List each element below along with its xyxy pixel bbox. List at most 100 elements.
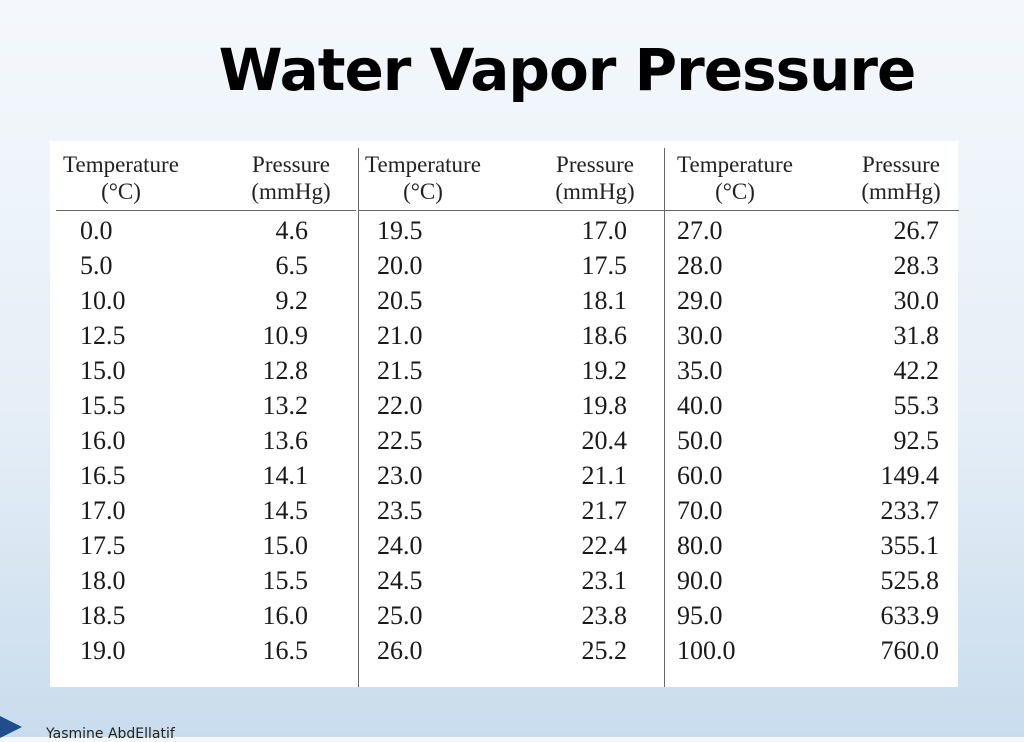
header-pressure-line: Pressure (556, 152, 634, 177)
header-temperature-line: Temperature (63, 152, 179, 177)
pressure-cell: 9.2 (275, 286, 309, 315)
table-row: 10.0 9.2 (56, 283, 356, 318)
header-pressure-line: (mmHg) (251, 179, 331, 204)
temperature-cell: 35.0 (677, 356, 723, 385)
header-temperature-line: Temperature (365, 152, 481, 177)
header-temperature: Temperature (°C) (56, 151, 186, 205)
header-pressure-line: (mmHg) (555, 179, 635, 204)
temperature-cell: 20.5 (377, 286, 423, 315)
temperature-cell: 60.0 (677, 461, 723, 490)
footer-author: Yasmine AbdEllatif (46, 726, 175, 742)
temperature-cell: 80.0 (677, 531, 723, 560)
header-temperature-line: Temperature (677, 152, 793, 177)
table-row: 16.0 13.6 (56, 423, 356, 458)
header-temperature-line: (°C) (715, 179, 755, 204)
table-row: 70.0 233.7 (665, 493, 959, 528)
pressure-cell: 16.0 (262, 601, 309, 630)
table-row: 90.0 525.8 (665, 563, 959, 598)
temperature-cell: 70.0 (677, 496, 723, 525)
temperature-cell: 19.5 (377, 216, 423, 245)
table-body: 27.0 26.7 28.0 28.3 29.0 30.0 30.0 31.8 35.0 42.2… (665, 213, 959, 668)
table-row: 25.0 23.8 (359, 598, 664, 633)
table-column-group-1: Temperature (°C) Pressure (mmHg) 0.0 4.6 5.0 6.… (56, 148, 356, 687)
header-pressure: Pressure (mmHg) (535, 151, 655, 205)
pressure-cell: 15.5 (262, 566, 309, 595)
table-header: Temperature (°C) Pressure (mmHg) (56, 148, 356, 211)
temperature-cell: 15.0 (80, 356, 126, 385)
table-row: 30.0 31.8 (665, 318, 959, 353)
pressure-cell: 26.7 (893, 216, 940, 245)
vapor-pressure-table: Temperature (°C) Pressure (mmHg) 0.0 4.6 5.0 6.… (50, 141, 959, 687)
table-row: 23.5 21.7 (359, 493, 664, 528)
table-row: 95.0 633.9 (665, 598, 959, 633)
pressure-cell: 10.9 (262, 321, 309, 350)
table-row: 19.5 17.0 (359, 213, 664, 248)
pressure-cell: 17.0 (581, 216, 628, 245)
table-row: 19.0 16.5 (56, 633, 356, 668)
temperature-cell: 29.0 (677, 286, 723, 315)
pressure-cell: 12.8 (262, 356, 309, 385)
pressure-cell: 149.4 (880, 461, 940, 490)
temperature-cell: 21.0 (377, 321, 423, 350)
pressure-cell: 22.4 (581, 531, 628, 560)
temperature-cell: 27.0 (677, 216, 723, 245)
header-temperature-line: (°C) (101, 179, 141, 204)
temperature-cell: 18.0 (80, 566, 126, 595)
table-row: 18.5 16.0 (56, 598, 356, 633)
pressure-cell: 42.2 (893, 356, 940, 385)
footer-arrow-icon (0, 716, 22, 738)
header-pressure-line: (mmHg) (861, 179, 941, 204)
pressure-cell: 30.0 (893, 286, 940, 315)
pressure-cell: 13.6 (262, 426, 309, 455)
table-row: 24.5 23.1 (359, 563, 664, 598)
pressure-cell: 20.4 (581, 426, 628, 455)
temperature-cell: 16.5 (80, 461, 126, 490)
temperature-cell: 23.5 (377, 496, 423, 525)
pressure-cell: 28.3 (893, 251, 940, 280)
table-row: 22.0 19.8 (359, 388, 664, 423)
pressure-cell: 23.1 (581, 566, 628, 595)
header-temperature: Temperature (°C) (359, 151, 487, 205)
temperature-cell: 12.5 (80, 321, 126, 350)
temperature-cell: 24.0 (377, 531, 423, 560)
table-body: 19.5 17.0 20.0 17.5 20.5 18.1 21.0 18.6 21.5 19.2… (359, 213, 664, 668)
header-pressure-line: Pressure (862, 152, 940, 177)
temperature-cell: 40.0 (677, 391, 723, 420)
table-row: 17.5 15.0 (56, 528, 356, 563)
pressure-cell: 633.9 (880, 601, 940, 630)
pressure-cell: 19.8 (581, 391, 628, 420)
pressure-cell: 16.5 (262, 636, 309, 665)
table-row: 100.0 760.0 (665, 633, 959, 668)
table-row: 60.0 149.4 (665, 458, 959, 493)
temperature-cell: 19.0 (80, 636, 126, 665)
table-row: 21.5 19.2 (359, 353, 664, 388)
pressure-cell: 23.8 (581, 601, 628, 630)
temperature-cell: 30.0 (677, 321, 723, 350)
temperature-cell: 50.0 (677, 426, 723, 455)
pressure-cell: 355.1 (880, 531, 940, 560)
table-row: 28.0 28.3 (665, 248, 959, 283)
table-row: 16.5 14.1 (56, 458, 356, 493)
pressure-cell: 21.7 (581, 496, 628, 525)
table-row: 24.0 22.4 (359, 528, 664, 563)
slide-title: Water Vapor Pressure (218, 36, 917, 104)
table-row: 12.5 10.9 (56, 318, 356, 353)
header-temperature: Temperature (°C) (667, 151, 803, 205)
pressure-cell: 15.0 (262, 531, 309, 560)
temperature-cell: 23.0 (377, 461, 423, 490)
pressure-cell: 25.2 (581, 636, 628, 665)
table-row: 26.0 25.2 (359, 633, 664, 668)
pressure-cell: 14.5 (262, 496, 309, 525)
pressure-cell: 31.8 (893, 321, 940, 350)
table-row: 35.0 42.2 (665, 353, 959, 388)
pressure-cell: 4.6 (275, 216, 309, 245)
table-row: 80.0 355.1 (665, 528, 959, 563)
pressure-cell: 21.1 (581, 461, 628, 490)
temperature-cell: 17.0 (80, 496, 126, 525)
pressure-cell: 13.2 (262, 391, 309, 420)
pressure-cell: 525.8 (880, 566, 940, 595)
table-header: Temperature (°C) Pressure (mmHg) (665, 148, 959, 211)
table-body: 0.0 4.6 5.0 6.5 10.0 9.2 12.5 10.9 15.0 12.8 15.5 1… (56, 213, 356, 668)
temperature-cell: 16.0 (80, 426, 126, 455)
table-column-group-3: Temperature (°C) Pressure (mmHg) 27.0 26.7 28.… (664, 148, 959, 687)
